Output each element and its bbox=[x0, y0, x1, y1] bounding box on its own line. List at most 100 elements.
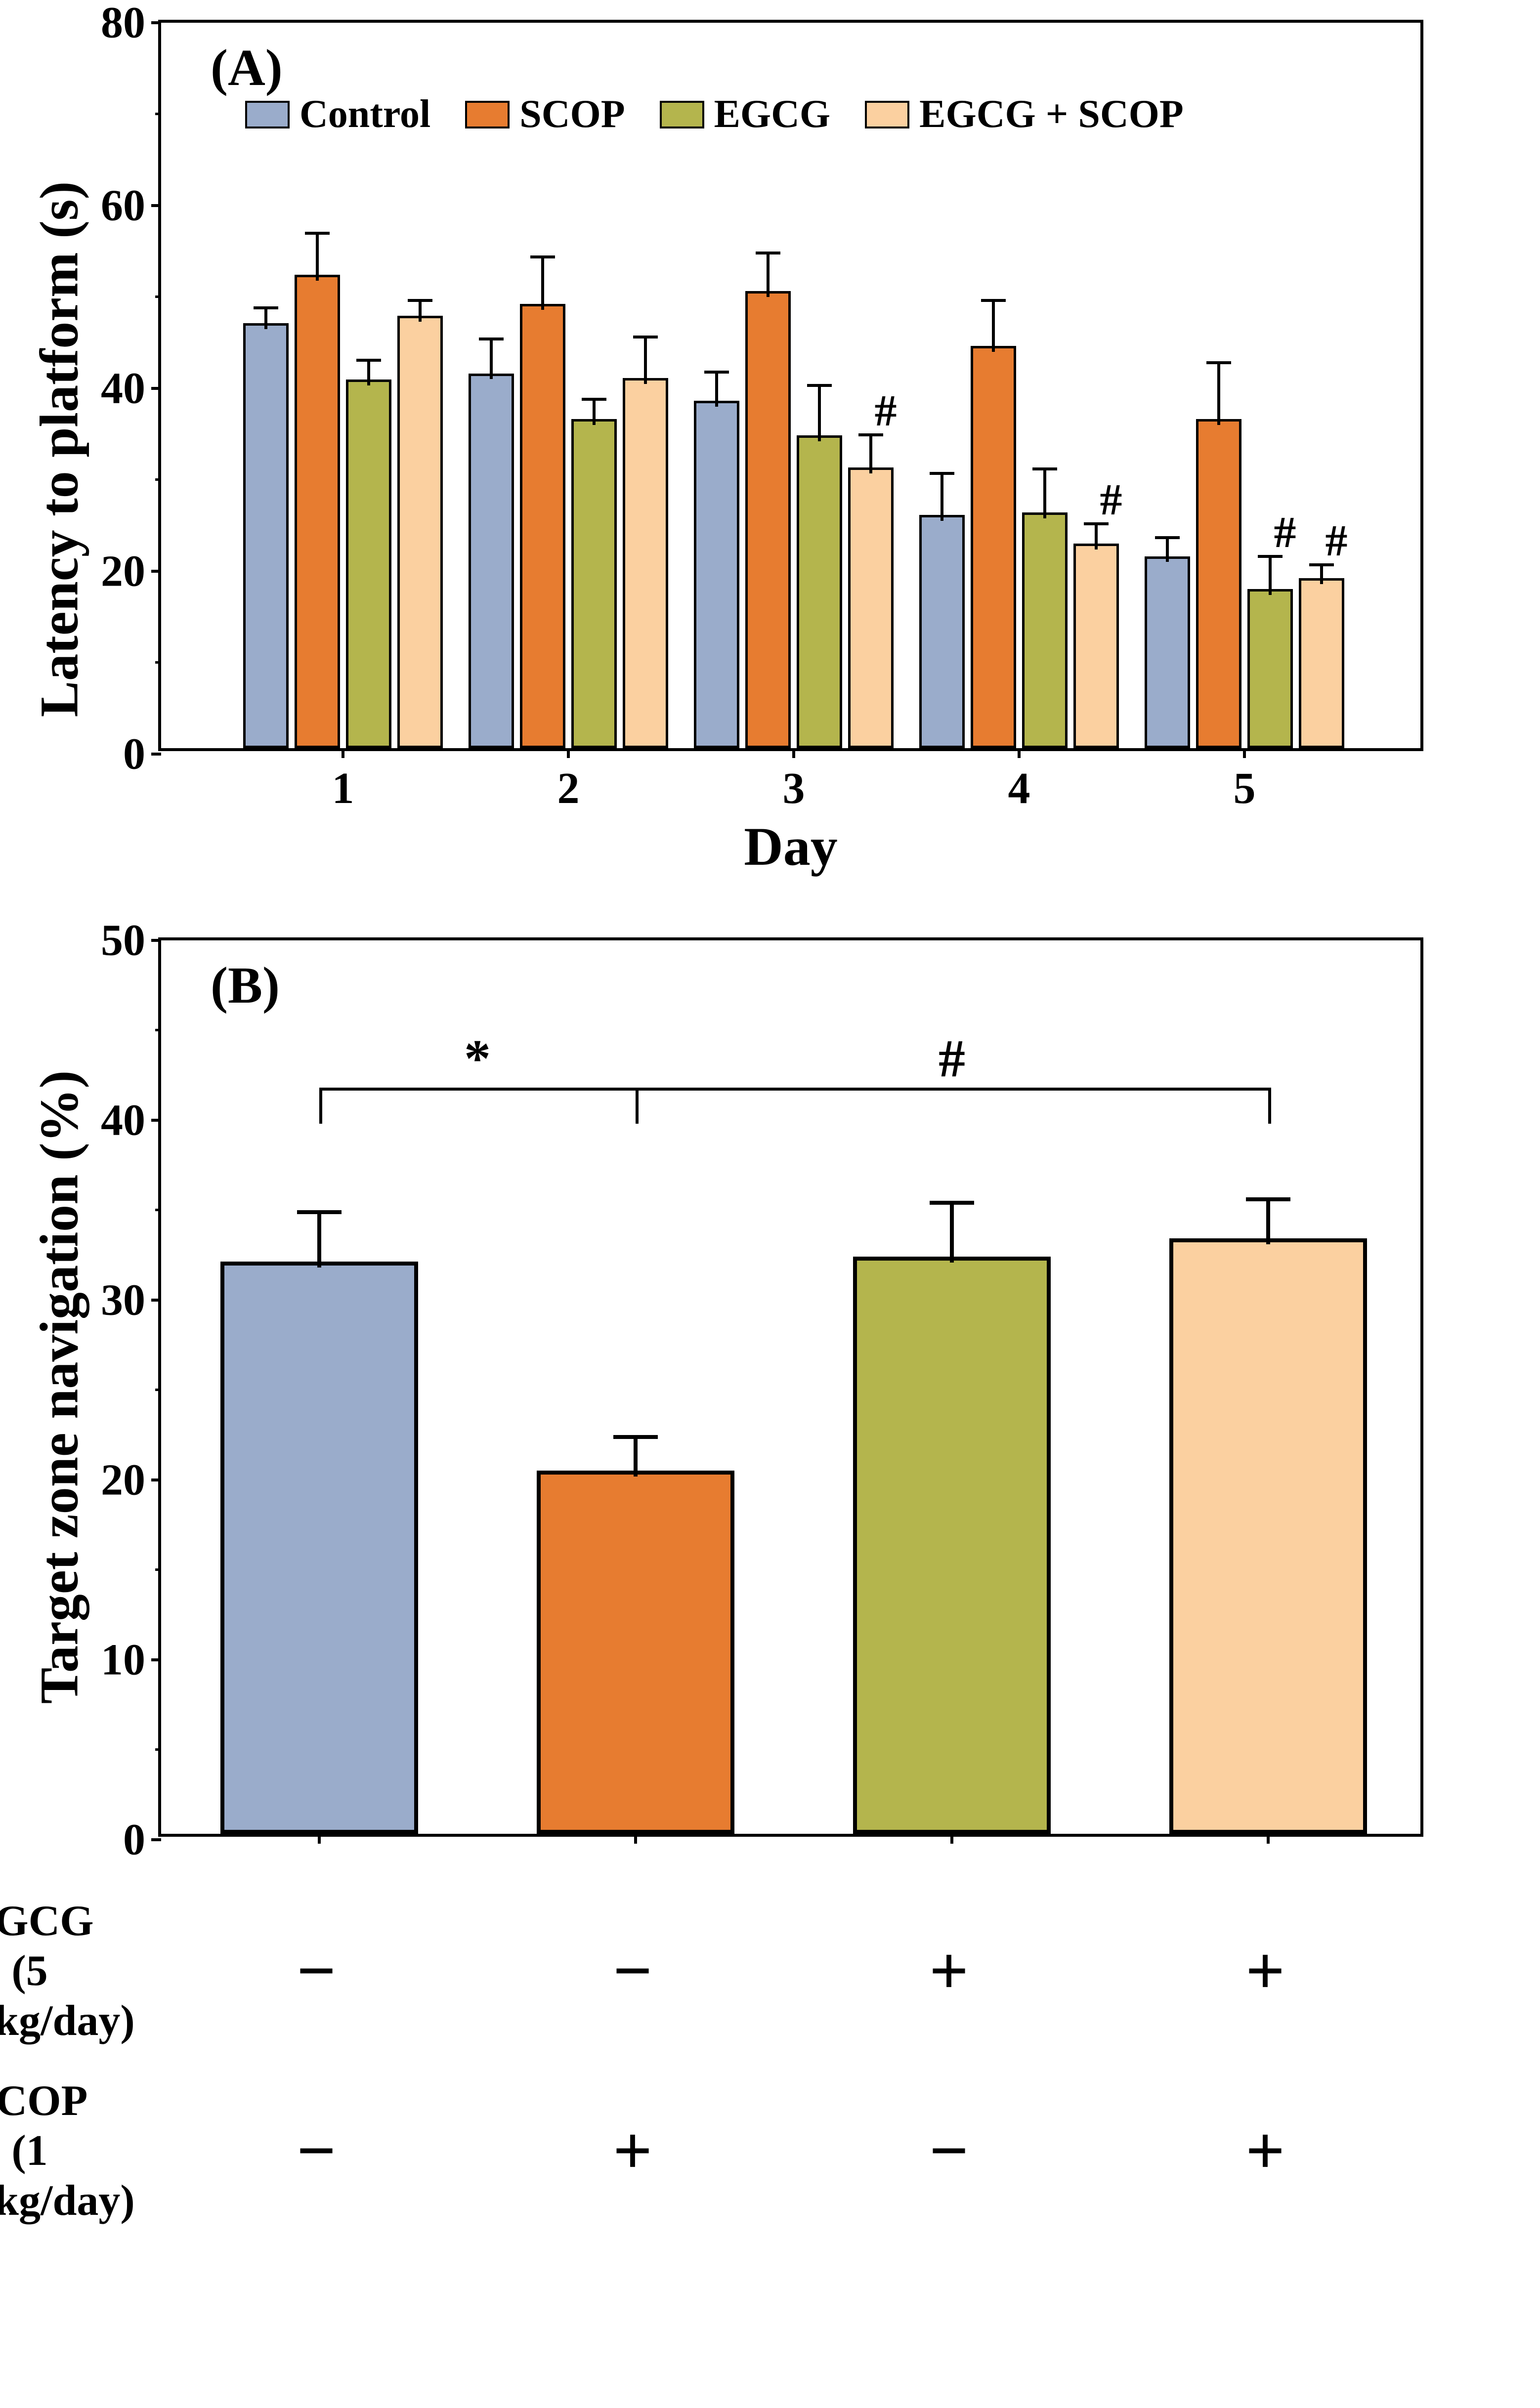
bar bbox=[1196, 419, 1241, 748]
panel-b-ylabel: Target zone navigation (%) bbox=[28, 1070, 91, 1704]
ytick-minor bbox=[155, 1029, 161, 1031]
error-bar-cap bbox=[530, 255, 555, 258]
bar bbox=[520, 304, 565, 748]
bar bbox=[694, 401, 739, 748]
legend-item: SCOP bbox=[465, 92, 625, 137]
bar bbox=[848, 467, 894, 748]
error-bar-stem bbox=[1320, 565, 1323, 584]
bar bbox=[295, 275, 340, 748]
significance-bracket-drop bbox=[319, 1088, 322, 1124]
bar bbox=[919, 515, 965, 748]
error-bar-stem bbox=[715, 372, 718, 407]
legend-item: EGCG + SCOP bbox=[865, 92, 1184, 137]
error-bar-stem bbox=[593, 399, 596, 425]
bar bbox=[537, 1471, 734, 1834]
treatment-sign: + bbox=[1107, 1931, 1423, 2011]
legend-swatch-icon bbox=[865, 101, 909, 128]
error-bar-cap bbox=[807, 384, 832, 387]
error-bar-stem bbox=[490, 339, 493, 379]
error-bar-cap bbox=[305, 232, 330, 235]
ytick-major bbox=[151, 1658, 161, 1661]
error-bar-stem bbox=[644, 337, 647, 383]
ytick-label: 20 bbox=[101, 546, 145, 597]
bar bbox=[1073, 544, 1119, 748]
error-bar-stem bbox=[941, 473, 943, 521]
bar bbox=[797, 435, 842, 748]
xtick bbox=[634, 1834, 637, 1844]
panel-a-xlabel: Day bbox=[158, 815, 1423, 878]
xtick bbox=[342, 748, 344, 758]
xtick bbox=[318, 1834, 321, 1844]
treatment-label-line1: EGCG bbox=[0, 1896, 158, 1946]
ytick-label: 40 bbox=[101, 363, 145, 414]
significance-mark: # bbox=[1274, 507, 1296, 558]
error-bar-cap bbox=[479, 338, 504, 340]
ytick-minor bbox=[155, 1748, 161, 1751]
legend-label: Control bbox=[299, 92, 430, 137]
bar bbox=[346, 380, 391, 748]
xtick bbox=[1243, 748, 1246, 758]
significance-mark: # bbox=[1100, 474, 1122, 525]
ytick-minor bbox=[155, 1209, 161, 1211]
bar bbox=[397, 316, 443, 748]
bar bbox=[1299, 578, 1344, 748]
error-bar-stem bbox=[1266, 1199, 1270, 1244]
treatment-sign: + bbox=[791, 1931, 1107, 2011]
treatment-cells: −−++ bbox=[158, 1931, 1423, 2011]
error-bar-cap bbox=[1246, 1197, 1290, 1201]
ytick-major bbox=[151, 387, 161, 390]
treatment-sign: − bbox=[474, 1931, 791, 2011]
error-bar-cap bbox=[613, 1435, 658, 1439]
bar bbox=[1145, 556, 1190, 749]
ytick-major bbox=[151, 21, 161, 24]
treatment-label: EGCG(5 mg/kg/day) bbox=[0, 1896, 158, 2046]
ytick-label: 60 bbox=[101, 180, 145, 231]
ytick-minor bbox=[155, 1389, 161, 1391]
treatment-sign: + bbox=[1107, 2111, 1423, 2191]
error-bar-stem bbox=[767, 253, 770, 297]
panel-a-legend: Control SCOP EGCG EGCG + SCOP bbox=[245, 92, 1184, 137]
error-bar-cap bbox=[981, 299, 1006, 302]
ytick-major bbox=[151, 570, 161, 573]
panel-a-plot-area: (A)ControlSCOPEGCGEGCG + SCOP02040608012… bbox=[158, 20, 1423, 751]
legend-label: EGCG + SCOP bbox=[919, 92, 1184, 137]
panel-b-plot-area: (B)01020304050*# bbox=[158, 937, 1423, 1837]
significance-mark: # bbox=[875, 385, 897, 436]
ytick-major bbox=[151, 1479, 161, 1481]
legend-label: EGCG bbox=[714, 92, 831, 137]
treatment-sign: − bbox=[158, 1931, 474, 2011]
panel-a-letter: (A) bbox=[211, 38, 283, 97]
legend-label: SCOP bbox=[519, 92, 625, 137]
treatment-label-line1: SCOP bbox=[0, 2076, 158, 2126]
error-bar-stem bbox=[541, 257, 544, 310]
panel-b-letter: (B) bbox=[211, 955, 280, 1015]
ytick-minor bbox=[155, 1568, 161, 1571]
ytick-label: 80 bbox=[101, 0, 145, 48]
error-bar-stem bbox=[264, 308, 267, 329]
significance-label: # bbox=[939, 1028, 965, 1090]
treatment-label-line2: (1 mg/kg/day) bbox=[0, 2126, 158, 2226]
bar bbox=[853, 1257, 1051, 1834]
error-bar-stem bbox=[634, 1437, 638, 1477]
error-bar-cap bbox=[930, 1201, 974, 1205]
ytick-label: 30 bbox=[101, 1275, 145, 1326]
ytick-minor bbox=[155, 478, 161, 481]
error-bar-cap bbox=[756, 252, 780, 254]
legend-swatch-icon bbox=[660, 101, 704, 128]
treatment-row: EGCG(5 mg/kg/day)−−++ bbox=[158, 1896, 1423, 2046]
error-bar-stem bbox=[1217, 363, 1220, 425]
xtick-label: 4 bbox=[1008, 763, 1030, 814]
xtick bbox=[567, 748, 570, 758]
xtick-label: 5 bbox=[1234, 763, 1256, 814]
bar bbox=[1022, 512, 1068, 748]
error-bar-stem bbox=[950, 1203, 954, 1262]
error-bar-cap bbox=[1206, 361, 1231, 364]
error-bar-stem bbox=[317, 1212, 321, 1268]
bar bbox=[571, 419, 617, 748]
error-bar-stem bbox=[367, 360, 370, 386]
panel-a-ylabel: Latency to platform (s) bbox=[28, 181, 91, 717]
treatment-sign: − bbox=[158, 2111, 474, 2191]
error-bar-cap bbox=[930, 472, 954, 475]
significance-label: * bbox=[464, 1028, 491, 1090]
treatment-cells: −+−+ bbox=[158, 2111, 1423, 2191]
